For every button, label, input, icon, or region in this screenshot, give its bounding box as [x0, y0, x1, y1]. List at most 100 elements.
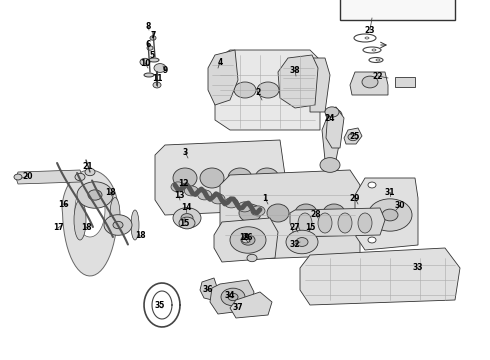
Polygon shape: [326, 107, 344, 148]
Circle shape: [154, 64, 166, 72]
Ellipse shape: [255, 168, 279, 188]
Circle shape: [326, 109, 342, 121]
Polygon shape: [155, 140, 285, 215]
Ellipse shape: [372, 49, 376, 51]
Ellipse shape: [239, 204, 261, 222]
Text: 27: 27: [290, 224, 300, 233]
Circle shape: [247, 254, 257, 262]
Polygon shape: [230, 292, 272, 318]
Ellipse shape: [228, 168, 252, 188]
Ellipse shape: [173, 168, 197, 188]
Polygon shape: [355, 178, 418, 250]
Text: 21: 21: [83, 162, 93, 171]
Ellipse shape: [323, 204, 345, 222]
Circle shape: [75, 173, 85, 181]
Polygon shape: [350, 72, 388, 95]
Text: 9: 9: [162, 66, 168, 75]
Circle shape: [153, 82, 161, 88]
Circle shape: [85, 168, 95, 176]
Ellipse shape: [251, 206, 265, 216]
Circle shape: [77, 182, 113, 208]
Polygon shape: [215, 50, 320, 130]
Circle shape: [173, 208, 201, 228]
Ellipse shape: [149, 58, 159, 62]
Text: 22: 22: [373, 72, 383, 81]
Circle shape: [140, 58, 150, 66]
Ellipse shape: [200, 168, 224, 188]
Text: 7: 7: [150, 31, 156, 40]
Ellipse shape: [376, 59, 380, 61]
Text: 20: 20: [23, 171, 33, 180]
Circle shape: [368, 199, 412, 231]
Circle shape: [348, 133, 358, 141]
Text: 25: 25: [350, 131, 360, 140]
Text: 14: 14: [181, 202, 191, 211]
Text: 38: 38: [290, 66, 300, 75]
Text: 4: 4: [218, 58, 222, 67]
Ellipse shape: [295, 204, 317, 222]
Ellipse shape: [338, 213, 352, 233]
Ellipse shape: [358, 213, 372, 233]
Ellipse shape: [144, 73, 154, 77]
Text: 18: 18: [105, 188, 115, 197]
Text: 34: 34: [225, 292, 235, 301]
Circle shape: [242, 237, 250, 243]
Ellipse shape: [298, 213, 312, 233]
Text: 29: 29: [350, 194, 360, 202]
Ellipse shape: [211, 194, 225, 204]
Polygon shape: [208, 50, 238, 105]
Ellipse shape: [267, 204, 289, 222]
Circle shape: [382, 209, 398, 221]
Text: 1: 1: [262, 194, 268, 202]
Polygon shape: [75, 183, 105, 237]
Ellipse shape: [74, 200, 86, 240]
Text: 32: 32: [290, 239, 300, 248]
Circle shape: [88, 190, 102, 200]
Text: 15: 15: [179, 219, 189, 228]
Bar: [395, 77, 415, 87]
Text: 15: 15: [305, 224, 315, 233]
Text: 19: 19: [239, 234, 249, 243]
Circle shape: [181, 213, 193, 222]
Ellipse shape: [110, 198, 120, 233]
Ellipse shape: [280, 82, 302, 98]
Text: 17: 17: [53, 224, 63, 233]
Text: 3: 3: [182, 148, 188, 157]
Text: 26: 26: [243, 234, 253, 243]
Text: 12: 12: [178, 179, 188, 188]
Text: 11: 11: [152, 73, 162, 82]
Text: 6: 6: [146, 40, 150, 49]
Circle shape: [296, 238, 308, 246]
Circle shape: [150, 36, 156, 40]
Text: 30: 30: [395, 202, 405, 211]
Polygon shape: [200, 278, 218, 300]
Circle shape: [14, 174, 22, 180]
Text: 37: 37: [233, 303, 244, 312]
Ellipse shape: [238, 202, 252, 212]
Polygon shape: [278, 55, 318, 108]
Text: 33: 33: [413, 264, 423, 273]
Ellipse shape: [197, 190, 212, 200]
Polygon shape: [290, 208, 385, 237]
Circle shape: [228, 293, 238, 301]
Circle shape: [230, 227, 266, 253]
Polygon shape: [62, 170, 118, 276]
Text: 10: 10: [140, 59, 150, 68]
Text: 8: 8: [146, 22, 151, 31]
Text: 18: 18: [81, 224, 91, 233]
Bar: [340, 0, 455, 20]
Ellipse shape: [234, 82, 256, 98]
Polygon shape: [322, 110, 342, 170]
Text: 2: 2: [255, 87, 261, 96]
Text: 31: 31: [385, 188, 395, 197]
Text: 35: 35: [155, 302, 165, 310]
Polygon shape: [16, 170, 82, 184]
Text: 16: 16: [58, 199, 68, 208]
Circle shape: [368, 237, 376, 243]
Text: 5: 5: [149, 50, 154, 59]
Polygon shape: [210, 280, 254, 314]
Circle shape: [325, 107, 339, 117]
Polygon shape: [220, 170, 360, 260]
Circle shape: [286, 230, 318, 254]
Circle shape: [221, 288, 245, 306]
